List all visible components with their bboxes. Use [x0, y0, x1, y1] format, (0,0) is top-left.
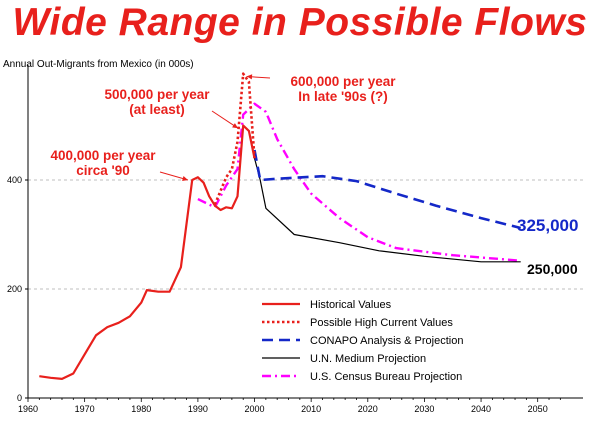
x-tick-label-1960: 1960	[18, 404, 38, 414]
annotation-0-arrowhead	[182, 176, 188, 181]
end-labels: 325,000 250,000	[517, 216, 578, 277]
gridlines	[28, 179, 583, 290]
legend: Historical Values Possible High Current V…	[262, 299, 463, 383]
y-axis-label: Annual Out-Migrants from Mexico (in 000s…	[3, 59, 194, 70]
series-line-2	[253, 149, 522, 230]
legend-label-4: U.S. Census Bureau Projection	[310, 371, 462, 383]
y-tick-label-0: 0	[17, 393, 22, 403]
chart-title: Wide Range in Possible Flows	[12, 1, 588, 44]
annotation-0-line2: circa '90	[76, 163, 130, 178]
x-tick-label-1980: 1980	[131, 404, 151, 414]
y-tick-label-400: 400	[7, 175, 22, 185]
tick-labels: 0 200 400 1960 1970 1980 1990 2000 2010 2020 2030 2…	[7, 175, 548, 414]
series-lines	[39, 72, 522, 380]
legend-label-1: Possible High Current Values	[310, 317, 453, 329]
y-tick-label-200: 200	[7, 284, 22, 294]
legend-label-3: U.N. Medium Projection	[310, 353, 426, 365]
annotation-2-line2: In late '90s (?)	[298, 89, 387, 104]
annotation-0-line1: 400,000 per year	[50, 148, 156, 163]
series-line-0	[39, 124, 256, 380]
x-tick-label-2010: 2010	[301, 404, 321, 414]
x-tick-label-1990: 1990	[188, 404, 208, 414]
x-tick-label-2040: 2040	[471, 404, 491, 414]
legend-label-0: Historical Values	[310, 299, 392, 311]
x-tick-label-2000: 2000	[245, 404, 265, 414]
series-line-3	[253, 158, 521, 263]
end-label-0: 325,000	[517, 216, 578, 235]
x-tick-label-2030: 2030	[414, 404, 434, 414]
annotation-2-line1: 600,000 per year	[290, 74, 396, 89]
series-line-1	[213, 72, 256, 205]
end-label-1: 250,000	[527, 261, 578, 277]
x-tick-label-2020: 2020	[358, 404, 378, 414]
x-tick-label-1970: 1970	[75, 404, 95, 414]
annotation-1-line1: 500,000 per year	[104, 87, 210, 102]
axes	[25, 65, 583, 402]
annotation-2-arrowhead	[246, 74, 253, 80]
x-tick-label-2050: 2050	[528, 404, 548, 414]
series-line-4	[197, 102, 521, 262]
annotation-1-arrowhead	[232, 123, 238, 129]
legend-label-2: CONAPO Analysis & Projection	[310, 335, 463, 347]
annotation-1-line2: (at least)	[129, 102, 185, 117]
